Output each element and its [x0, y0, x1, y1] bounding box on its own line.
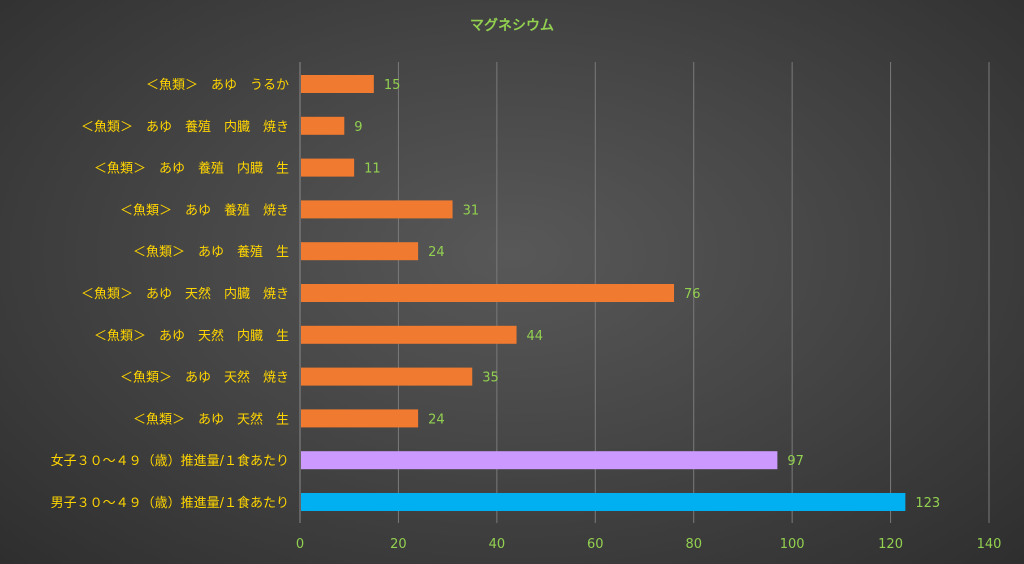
x-tick-label: 40: [489, 537, 506, 552]
data-label: 44: [527, 329, 544, 344]
data-label: 31: [463, 203, 480, 218]
category-label: ＜魚類＞ あゆ 天然 焼き: [120, 370, 289, 386]
category-labels: ＜魚類＞ あゆ うるか ＜魚類＞ あゆ 養殖 内臓 焼き ＜魚類＞ あゆ 養殖 内臓…: [51, 78, 289, 511]
x-tick-label: 20: [390, 537, 407, 552]
bar: [301, 325, 517, 344]
category-label: ＜魚類＞ あゆ 養殖 焼き: [120, 202, 289, 218]
x-tick-label: 100: [780, 537, 805, 552]
chart-title: マグネシウム: [470, 17, 554, 34]
category-label: ＜魚類＞ あゆ 天然 生: [133, 411, 289, 427]
bar: [301, 409, 419, 428]
data-label: 97: [787, 454, 804, 469]
category-label: ＜魚類＞ あゆ 養殖 内臓 生: [94, 161, 289, 177]
category-label: 女子３０～４９（歳）推進量/１食あたり: [51, 453, 289, 469]
bar: [301, 493, 906, 511]
data-label: 15: [384, 78, 401, 93]
bar: [301, 75, 374, 93]
bar: [301, 284, 675, 302]
data-label: 35: [482, 371, 499, 386]
bar: [301, 451, 778, 470]
x-tick-label: 60: [587, 537, 604, 552]
value-labels: 15 9 11 31 24 76 44 35 24 97 123: [354, 78, 940, 511]
data-label: 11: [364, 162, 381, 177]
bar: [301, 200, 453, 219]
category-label: ＜魚類＞ あゆ 天然 内臓 生: [94, 328, 289, 344]
bar: [301, 116, 345, 135]
bars: [301, 75, 906, 511]
x-tick-label: 120: [878, 537, 903, 552]
data-label: 24: [428, 412, 445, 427]
data-label: 76: [684, 287, 701, 302]
data-label: 24: [428, 245, 445, 260]
bar: [301, 158, 355, 177]
x-tick-label: 140: [977, 537, 1002, 552]
category-label: ＜魚類＞ あゆ 養殖 生: [133, 244, 289, 260]
x-axis-tick-labels: 0 20 40 60 80 100 120 140: [296, 537, 1002, 552]
x-tick-label: 80: [685, 537, 702, 552]
category-label: ＜魚類＞ あゆ うるか: [146, 78, 289, 93]
data-label: 9: [354, 120, 362, 135]
category-label: ＜魚類＞ あゆ 天然 内臓 焼き: [81, 286, 289, 302]
category-label: 男子３０～４９（歳）推進量/１食あたり: [51, 495, 289, 511]
category-label: ＜魚類＞ あゆ 養殖 内臓 焼き: [81, 119, 289, 135]
bar: [301, 367, 473, 386]
x-tick-label: 0: [296, 537, 304, 552]
data-label: 123: [915, 496, 940, 511]
bar: [301, 242, 419, 261]
